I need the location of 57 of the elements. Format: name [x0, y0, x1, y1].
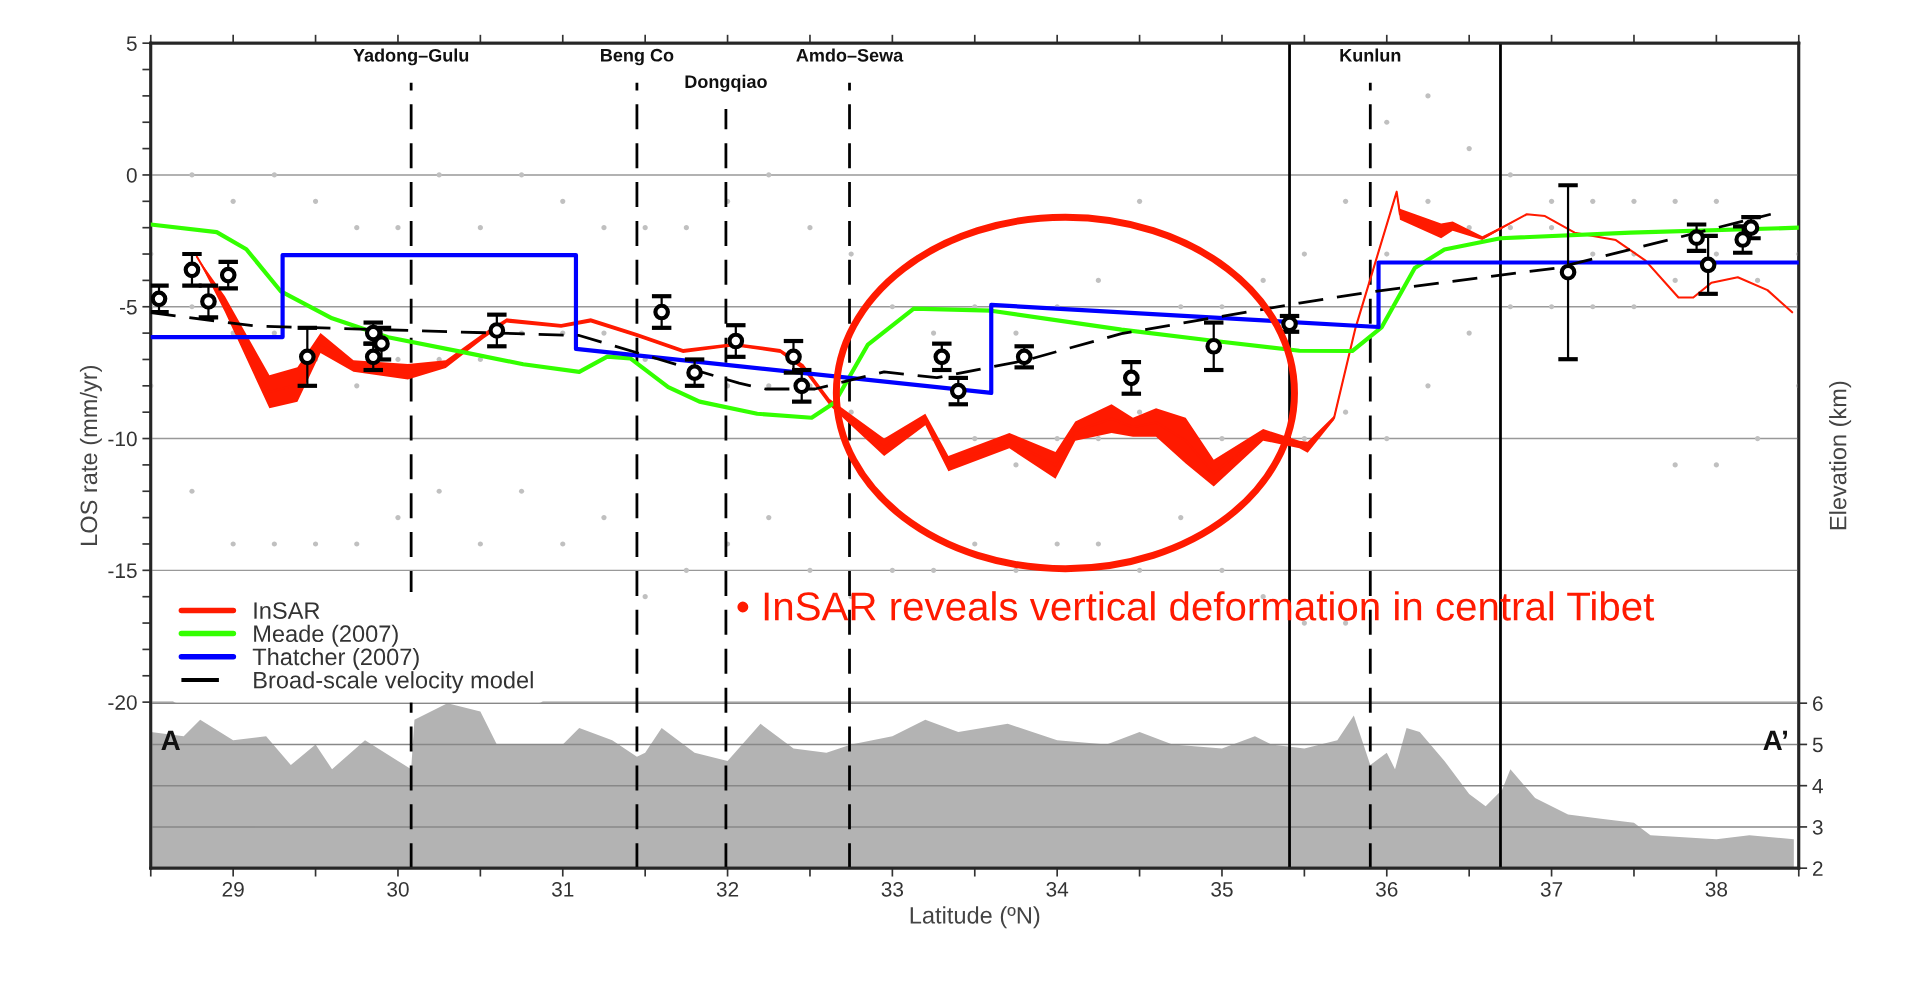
y2-tick-label: 3 — [1812, 819, 1823, 835]
legend-label: InSAR — [254, 602, 320, 619]
point — [219, 266, 237, 284]
point — [364, 348, 382, 366]
y2-tick-label: 6 — [1813, 696, 1823, 711]
x-tick-label: 29 — [222, 881, 244, 897]
x-tick-label: 34 — [1046, 881, 1069, 897]
point — [653, 303, 670, 321]
point — [1688, 229, 1705, 247]
x-tick-label: 36 — [1375, 881, 1398, 897]
x-tick-label: 35 — [1211, 881, 1233, 897]
line-series — [150, 253, 1799, 396]
x-tick-label: 31 — [551, 881, 574, 897]
point — [933, 348, 951, 366]
y-tick-label: 5 — [126, 36, 137, 51]
point — [785, 348, 802, 366]
point — [1559, 263, 1577, 281]
point — [949, 382, 967, 400]
y2-tick-label: 5 — [1812, 737, 1823, 753]
y2-tick-label: 2 — [1813, 861, 1823, 876]
ref-line-label: Amdo–Sewa — [796, 48, 904, 62]
point — [200, 293, 217, 310]
point — [793, 377, 811, 395]
y-tick-label: 0 — [126, 167, 137, 183]
point — [150, 290, 168, 308]
x-tick-label: 30 — [387, 881, 409, 897]
y-tick-label: -15 — [108, 563, 137, 579]
point — [488, 322, 506, 339]
x-tick-label: 32 — [716, 881, 739, 897]
legend-label: Thatcher (2007) — [252, 647, 419, 670]
y-axis-title: LOS rate (mm/yr) — [79, 365, 102, 545]
x-axis-title: Latitude (ºN) — [910, 906, 1040, 929]
point — [183, 261, 201, 279]
point — [686, 364, 703, 381]
ref-line-label: Yadong–Gulu — [353, 48, 469, 66]
line-series — [150, 222, 1799, 420]
ref-line-label: Beng Co — [601, 48, 674, 66]
annotation: A — [161, 730, 180, 750]
ref-line-label: Kunlun — [1340, 48, 1401, 62]
point — [727, 332, 745, 350]
ref-line-label: Dongqiao — [685, 74, 767, 92]
annotation: A’ — [1763, 730, 1787, 750]
point — [298, 348, 316, 366]
y-tick-label: -5 — [119, 299, 137, 315]
point — [373, 335, 390, 352]
y2-axis-title: Elevation (km) — [1829, 381, 1852, 530]
legend-label: Meade (2007) — [254, 624, 398, 647]
x-tick-label: 33 — [881, 881, 904, 897]
legend-label: Broad-scale velocity model — [254, 671, 533, 694]
point — [1205, 337, 1223, 355]
y-tick-label: -20 — [108, 695, 137, 710]
y2-tick-label: 4 — [1812, 778, 1823, 794]
point — [1122, 369, 1140, 387]
x-tick-label: 38 — [1705, 881, 1728, 897]
point — [1699, 256, 1717, 274]
y-tick-label: -10 — [108, 431, 137, 447]
x-tick-label: 37 — [1540, 881, 1563, 897]
